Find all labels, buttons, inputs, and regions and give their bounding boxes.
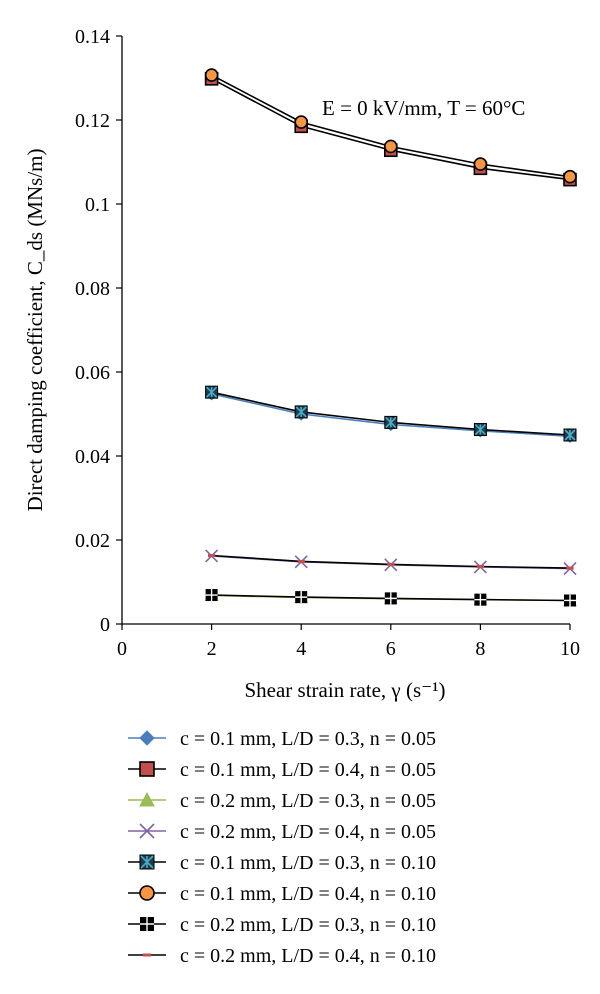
series-line: [211, 74, 571, 178]
x-tick-label: 2: [207, 638, 217, 660]
series-line: [211, 78, 571, 181]
chart-annotation: E = 0 kV/mm, T = 60°C: [322, 96, 525, 120]
legend-marker: [139, 854, 155, 870]
x-tick-label: 6: [386, 638, 396, 660]
data-point: [383, 139, 398, 154]
series-line: [211, 554, 571, 569]
series-4: [205, 549, 577, 576]
y-tick-label: 0.02: [75, 530, 110, 552]
y-tick-label: 0.08: [75, 278, 110, 300]
y-axis-title: Direct damping coefficient, C_ds (MNs/m): [23, 149, 47, 512]
legend-entry: c = 0.1 mm, L/D = 0.3, n = 0.05: [128, 728, 436, 750]
legend-label: c = 0.2 mm, L/D = 0.3, n = 0.10: [180, 914, 436, 936]
legend-label: c = 0.2 mm, L/D = 0.4, n = 0.05: [180, 821, 436, 843]
legend-entry: c = 0.1 mm, L/D = 0.4, n = 0.05: [128, 759, 436, 781]
legend-label: c = 0.2 mm, L/D = 0.4, n = 0.10: [180, 945, 436, 967]
data-point: [476, 564, 484, 568]
legend-entry: c = 0.1 mm, L/D = 0.3, n = 0.10: [128, 852, 436, 874]
y-tick-label: 0.06: [75, 362, 110, 384]
y-tick-label: 0.04: [75, 446, 110, 468]
legend-entry: c = 0.2 mm, L/D = 0.3, n = 0.05: [128, 790, 436, 812]
legend-marker: [139, 791, 155, 807]
legend-marker: [139, 885, 155, 901]
data-point: [473, 157, 488, 171]
data-point: [473, 423, 487, 437]
axes: 0 0.02 0.04 0.06 0.08 0.1 0.12 0.14 0 2 4 6 8 10: [75, 26, 580, 660]
legend-entry: c = 0.2 mm, L/D = 0.4, n = 0.05: [128, 821, 436, 843]
data-point: [208, 554, 216, 558]
legend-entry: c = 0.1 mm, L/D = 0.4, n = 0.10: [128, 883, 436, 905]
data-point: [205, 589, 218, 602]
data-point: [563, 428, 577, 442]
y-tick-label: 0.12: [75, 110, 110, 132]
data-point: [295, 591, 308, 604]
x-tick-label: 8: [475, 638, 485, 660]
data-point: [387, 562, 395, 566]
data-point: [204, 68, 219, 82]
chart-marks: [204, 68, 577, 607]
data-point: [294, 405, 308, 419]
data-point: [563, 169, 577, 184]
y-tick-label: 0.1: [85, 194, 110, 216]
legend-marker: [140, 917, 154, 931]
series-6: [204, 68, 577, 184]
legend-label: c = 0.1 mm, L/D = 0.4, n = 0.10: [180, 883, 436, 905]
series-7: [205, 589, 576, 607]
data-point: [566, 566, 574, 570]
data-point: [384, 415, 398, 429]
x-tick-label: 10: [560, 638, 580, 660]
series-5: [205, 385, 577, 442]
x-axis-title: Shear strain rate, γ (s⁻¹): [244, 678, 445, 702]
legend-marker: [139, 761, 155, 777]
series-1: [204, 387, 577, 443]
legend-marker: [142, 953, 152, 957]
legend-entry: c = 0.2 mm, L/D = 0.4, n = 0.10: [128, 945, 436, 967]
data-point: [294, 115, 309, 129]
legend-label: c = 0.1 mm, L/D = 0.3, n = 0.10: [180, 852, 436, 874]
data-point: [564, 594, 576, 607]
series-2: [204, 72, 577, 187]
data-point: [474, 593, 487, 606]
legend-label: c = 0.1 mm, L/D = 0.3, n = 0.05: [180, 728, 436, 750]
legend-marker: [139, 823, 155, 839]
y-tick-label: 0.14: [75, 26, 110, 48]
x-tick-label: 0: [117, 638, 127, 660]
legend-label: c = 0.2 mm, L/D = 0.3, n = 0.05: [180, 790, 436, 812]
legend: c = 0.1 mm, L/D = 0.3, n = 0.05 c = 0.1 m…: [128, 728, 436, 967]
y-tick-label: 0: [100, 614, 110, 636]
x-tick-label: 4: [296, 638, 306, 660]
series-8: [208, 554, 574, 570]
legend-label: c = 0.1 mm, L/D = 0.4, n = 0.05: [180, 759, 436, 781]
legend-marker: [139, 730, 155, 746]
data-point: [297, 559, 305, 563]
legend-entry: c = 0.2 mm, L/D = 0.3, n = 0.10: [128, 914, 436, 936]
data-point: [205, 385, 219, 399]
data-point: [384, 592, 397, 605]
